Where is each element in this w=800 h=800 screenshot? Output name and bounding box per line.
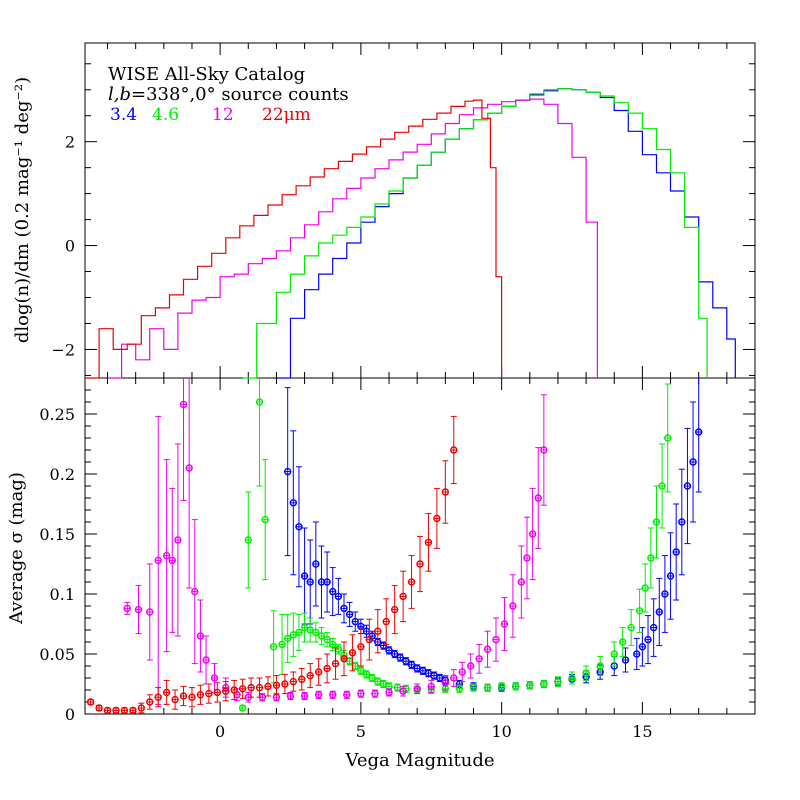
bottom-y-tick-label: 0.25 [39,405,75,424]
histogram-22m-series [85,99,503,379]
x-tick-label: 0 [215,722,225,741]
top-panel-ticks: −2 0 2 [51,43,756,378]
bottom-y-tick-label: 0.05 [39,645,75,664]
bottom-y-tick-label: 0 [65,705,75,724]
chart-subtitle: l,b=338°,0° source counts [108,84,349,105]
sigma-46-series [238,378,672,712]
x-tick-label: 15 [632,722,652,741]
histogram-12-series [107,98,598,379]
x-tick-label: 10 [491,722,511,741]
histogram-46-series [242,88,708,379]
bottom-y-axis-label: Average σ (mag) [6,472,27,625]
histogram-34-series [276,88,736,379]
chart-title: WISE All-Sky Catalog [108,64,305,85]
sigma-12-series [123,378,548,705]
bottom-panel-plot [86,378,703,715]
top-y-axis-label: dlog(n)/dm (0.2 mag⁻¹ deg⁻²) [12,77,33,343]
legend-34: 3.4 [110,105,137,125]
subtitle-prefix: l,b [108,84,131,105]
x-axis-label: Vega Magnitude [344,750,494,771]
sigma-34-series [283,378,703,692]
bottom-y-tick-label: 0.1 [50,585,75,604]
legend-46: 4.6 [152,105,179,125]
bottom-panel-ticks: 0 5 10 15 0 0.05 0.1 0.15 0.2 0.25 [39,377,756,741]
bottom-y-tick-label: 0.15 [39,525,75,544]
sigma-22m-series [86,415,458,715]
top-y-tick-label: −2 [51,340,75,359]
top-y-tick-label: 2 [65,133,75,152]
subtitle-rest: =338°,0° source counts [131,84,349,105]
top-panel-plot [85,88,736,379]
legend-22m: 22μm [262,105,311,125]
bottom-y-tick-label: 0.2 [50,465,75,484]
legend-12: 12 [212,105,234,125]
x-tick-label: 5 [356,722,366,741]
top-y-tick-label: 0 [65,237,75,256]
legend: 3.4 4.6 12 22μm [110,105,311,125]
